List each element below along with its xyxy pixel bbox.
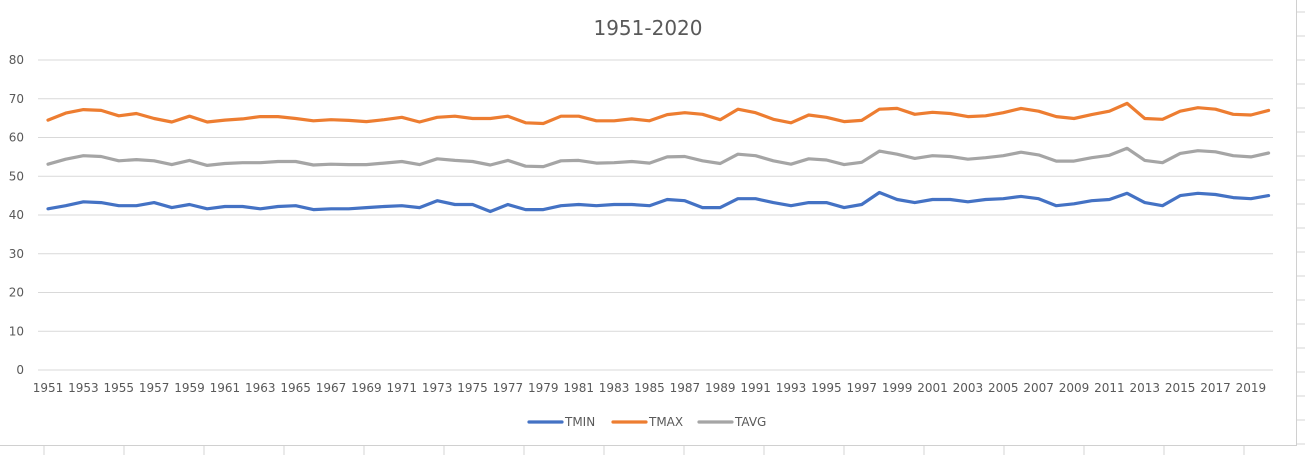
x-tick-label: 2013 (1130, 381, 1161, 395)
x-tick-label: 1983 (599, 381, 630, 395)
series-line-tmin (46, 190, 1271, 214)
x-tick-label: 1991 (740, 381, 771, 395)
y-tick-label: 50 (9, 169, 24, 183)
line-chart: 1951-2020 0 10 20 30 40 50 60 70 80 1951 1953 1955… (9, 16, 1273, 429)
y-tick-label: 40 (9, 208, 24, 222)
x-tick-label: 1979 (528, 381, 559, 395)
x-tick-label: 1973 (422, 381, 453, 395)
x-tick-label: 2019 (1236, 381, 1267, 395)
x-tick-label: 2003 (953, 381, 984, 395)
x-tick-label: 1981 (563, 381, 594, 395)
x-axis: 1951 1953 1955 1957 1959 1961 1963 1965 1967 1969… (33, 381, 1266, 395)
plot-area (46, 101, 1271, 214)
chart-title: 1951-2020 (593, 16, 702, 40)
x-tick-label: 1997 (846, 381, 877, 395)
x-tick-label: 1989 (705, 381, 736, 395)
x-tick-label: 1967 (316, 381, 347, 395)
x-tick-label: 2007 (1023, 381, 1054, 395)
y-tick-label: 20 (9, 286, 24, 300)
x-tick-label: 1977 (493, 381, 524, 395)
x-tick-label: 1965 (280, 381, 311, 395)
y-tick-label: 60 (9, 131, 24, 145)
legend-label-tmax: TMAX (648, 415, 683, 429)
gridlines (38, 59, 1273, 371)
x-tick-label: 1951 (33, 381, 64, 395)
x-tick-label: 1969 (351, 381, 382, 395)
x-tick-label: 1995 (811, 381, 842, 395)
series-line-tmax (46, 101, 1271, 126)
legend-label-tavg: TAVG (734, 415, 766, 429)
x-tick-label: 1985 (634, 381, 665, 395)
chart-container[interactable]: 1951-2020 0 10 20 30 40 50 60 70 80 1951 1953 1955… (0, 0, 1297, 446)
x-tick-label: 1999 (882, 381, 913, 395)
x-tick-label: 1971 (387, 381, 418, 395)
x-tick-label: 2015 (1165, 381, 1196, 395)
legend: TMIN TMAX TAVG (527, 415, 766, 429)
y-tick-label: 70 (9, 92, 24, 106)
y-tick-label: 80 (9, 53, 24, 67)
x-tick-label: 1959 (174, 381, 205, 395)
x-tick-label: 1955 (103, 381, 134, 395)
y-axis: 0 10 20 30 40 50 60 70 80 (9, 53, 24, 377)
x-tick-label: 1993 (776, 381, 807, 395)
x-tick-label: 2001 (917, 381, 948, 395)
series-line-tavg (46, 146, 1271, 169)
y-tick-label: 0 (16, 363, 24, 377)
x-tick-label: 2005 (988, 381, 1019, 395)
x-tick-label: 1987 (670, 381, 701, 395)
legend-label-tmin: TMIN (564, 415, 595, 429)
y-tick-label: 10 (9, 324, 24, 338)
x-tick-label: 2011 (1094, 381, 1125, 395)
x-tick-label: 1961 (210, 381, 241, 395)
x-tick-label: 1957 (139, 381, 170, 395)
x-tick-label: 1953 (68, 381, 99, 395)
y-tick-label: 30 (9, 247, 24, 261)
x-tick-label: 1963 (245, 381, 276, 395)
x-tick-label: 1975 (457, 381, 488, 395)
x-tick-label: 2017 (1200, 381, 1231, 395)
x-tick-label: 2009 (1059, 381, 1090, 395)
